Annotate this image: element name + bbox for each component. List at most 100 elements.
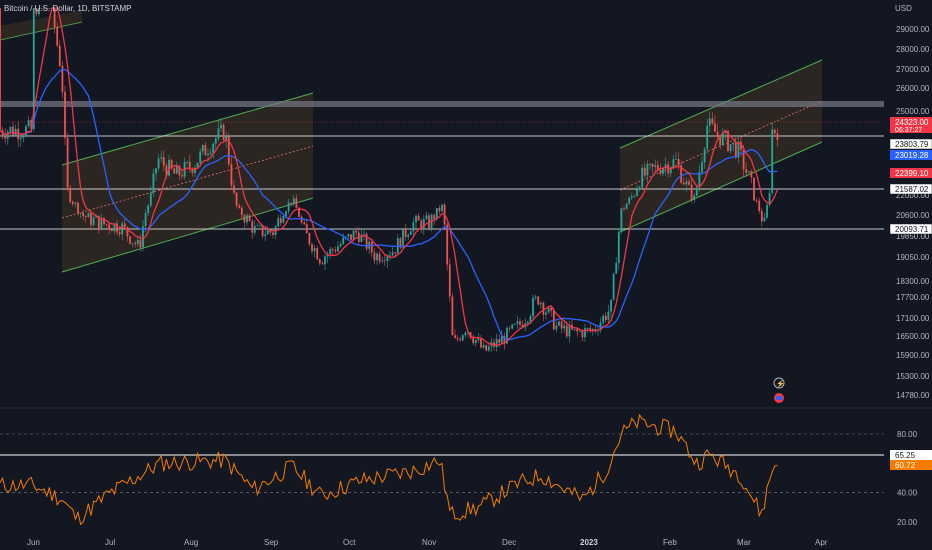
- candle-body: [168, 159, 170, 176]
- candle-body: [352, 230, 355, 240]
- candle-body: [560, 321, 563, 329]
- candle-body: [92, 217, 95, 225]
- candle-body: [277, 218, 280, 227]
- candle-body: [87, 212, 90, 218]
- candle-body: [425, 215, 428, 219]
- channel-summer-fill: [62, 93, 313, 272]
- candle-body: [563, 325, 566, 329]
- candle-body: [58, 45, 61, 67]
- candle-body: [389, 255, 391, 257]
- candle-body: [331, 248, 334, 251]
- candle-body: [685, 181, 688, 185]
- candle-body: [308, 233, 311, 245]
- time-tick-label: Feb: [663, 538, 677, 547]
- candle-body: [19, 137, 22, 140]
- candle-body: [178, 165, 181, 176]
- candle-body: [175, 165, 178, 174]
- candle-body: [71, 201, 74, 204]
- candle-body: [625, 203, 628, 210]
- candle-body: [253, 225, 256, 233]
- price-tick-label: 19850.00: [896, 232, 930, 241]
- candle-body: [701, 162, 703, 173]
- candle-body: [643, 167, 646, 176]
- candle-body: [628, 197, 631, 204]
- candle-body: [22, 136, 25, 138]
- candle-body: [714, 123, 716, 132]
- rsi-value-text: 60.72: [895, 461, 916, 470]
- candle-body: [747, 171, 750, 173]
- candle-body: [461, 335, 464, 341]
- candle-body: [610, 299, 612, 312]
- candle-body: [771, 129, 774, 193]
- candle-body: [617, 231, 620, 263]
- candle-body: [45, 8, 48, 9]
- candle-body: [113, 223, 116, 232]
- candle-body: [316, 248, 319, 260]
- candle-body: [123, 223, 126, 228]
- candle-body: [295, 198, 298, 208]
- price-tick-label: 25000.00: [896, 107, 930, 116]
- candle-body: [508, 327, 511, 329]
- candle-body: [693, 195, 696, 201]
- candle-body: [386, 255, 389, 262]
- candle-body: [4, 135, 7, 139]
- candle-body: [448, 264, 451, 297]
- candle-body: [209, 152, 212, 154]
- candle-body: [716, 131, 719, 136]
- candle-body: [256, 225, 259, 227]
- candle-body: [409, 231, 412, 235]
- candle-body: [664, 164, 667, 169]
- candle-body: [32, 8, 35, 129]
- candle-body: [734, 142, 737, 158]
- candle-body: [724, 131, 727, 133]
- time-tick-label: Jun: [27, 538, 40, 547]
- candle-body: [139, 239, 142, 248]
- candle-body: [162, 157, 165, 166]
- candle-body: [165, 165, 168, 176]
- candle-body: [711, 118, 714, 124]
- candle-body: [500, 336, 503, 343]
- candle-body: [558, 321, 560, 326]
- candle-body: [607, 311, 610, 321]
- candle-body: [321, 263, 324, 265]
- candle-body: [43, 8, 46, 9]
- candle-body: [732, 142, 735, 145]
- candle-body: [79, 213, 82, 214]
- candle-body: [225, 136, 228, 141]
- candle-body: [207, 153, 209, 156]
- candle-body: [376, 253, 378, 261]
- candle-body: [407, 234, 410, 237]
- candle-body: [682, 182, 685, 185]
- candle-body: [394, 252, 397, 254]
- candle-body: [238, 205, 241, 208]
- candle-body: [506, 327, 508, 344]
- time-tick-label: Dec: [502, 538, 516, 547]
- candle-body: [259, 225, 261, 227]
- axis-currency-label: USD: [895, 4, 912, 13]
- price-tick-label: 22000.00: [896, 191, 930, 200]
- price-label-box: [889, 138, 932, 150]
- candle-body: [56, 27, 59, 46]
- candle-body: [303, 222, 306, 225]
- candle-body: [12, 126, 14, 136]
- candle-body: [318, 259, 321, 264]
- candle-body: [495, 339, 498, 348]
- candle-body: [144, 213, 147, 227]
- candle-body: [269, 229, 272, 233]
- candle-body: [516, 321, 519, 325]
- candle-body: [511, 324, 514, 329]
- candle-body: [110, 229, 113, 232]
- candle-body: [698, 172, 701, 188]
- candle-body: [581, 331, 584, 338]
- time-tick-label: 2023: [580, 538, 598, 547]
- lightning-icon: [773, 377, 785, 389]
- candle-body: [9, 126, 12, 132]
- candle-body: [240, 207, 243, 216]
- candle-body: [485, 344, 488, 351]
- candle-body: [620, 208, 623, 232]
- price-tick-label: 27000.00: [896, 65, 930, 74]
- candle-body: [134, 243, 137, 245]
- candle-body: [534, 296, 537, 299]
- candle-body: [35, 8, 38, 15]
